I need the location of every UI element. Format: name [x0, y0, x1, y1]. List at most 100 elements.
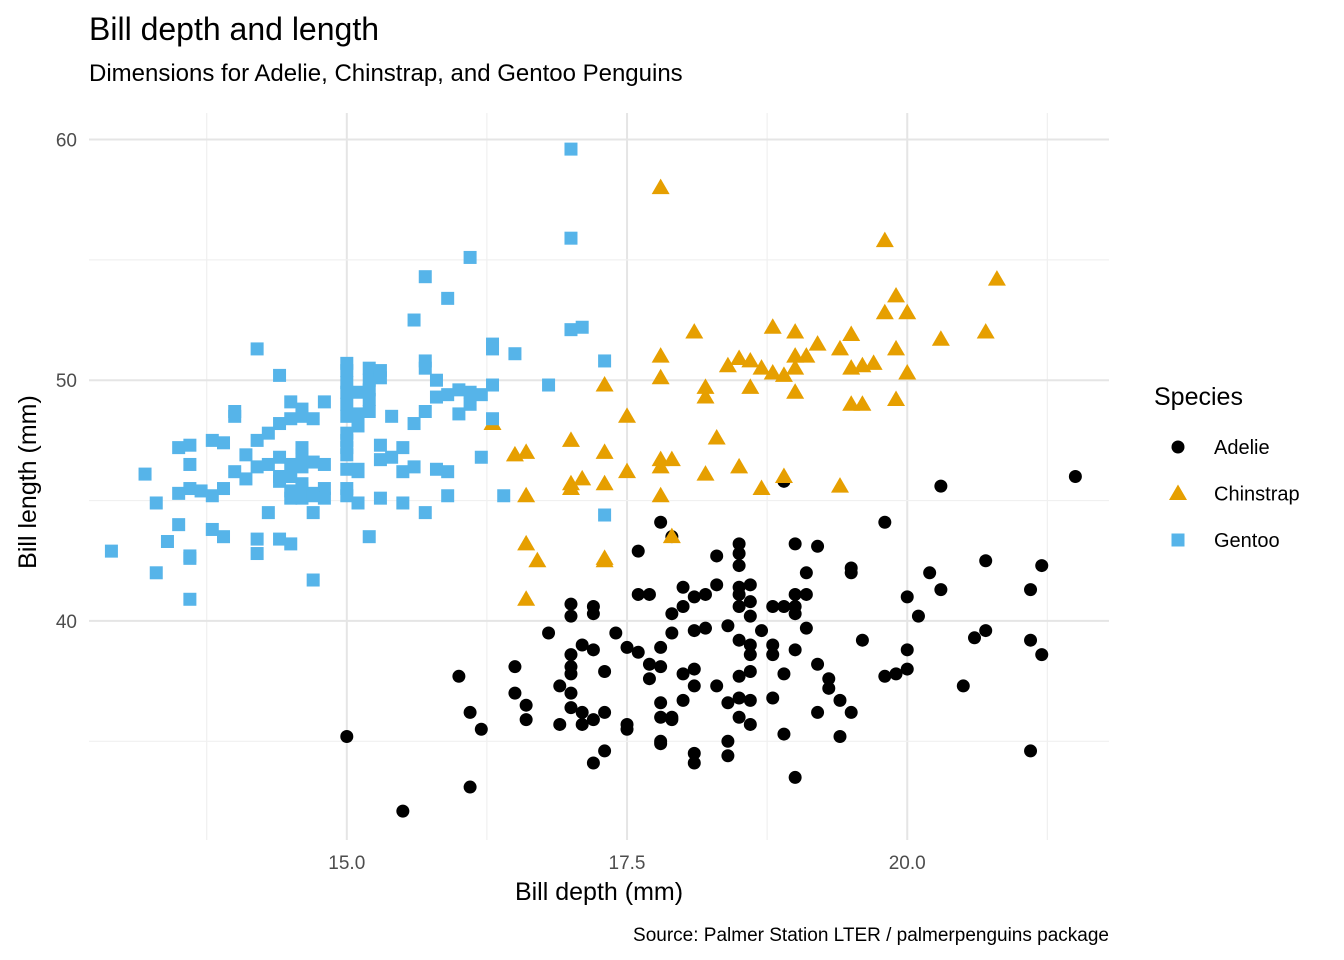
chinstrap-point: [651, 457, 670, 474]
adelie-point: [564, 609, 578, 623]
adelie-point: [586, 756, 600, 770]
gentoo-point: [205, 433, 219, 447]
chinstrap-point: [651, 178, 670, 195]
adelie-point: [811, 539, 825, 553]
adelie-point: [620, 640, 634, 654]
gentoo-point: [452, 383, 466, 397]
adelie-point: [900, 643, 914, 657]
y-tick-label: 50: [56, 371, 77, 392]
adelie-point: [732, 710, 746, 724]
adelie-point: [889, 667, 903, 681]
adelie-point: [799, 587, 813, 601]
adelie-point: [463, 705, 477, 719]
gentoo-point: [250, 460, 264, 474]
gentoo-point: [418, 506, 432, 520]
legend: Adelie Chinstrap Gentoo: [1169, 437, 1300, 552]
adelie-point: [721, 734, 735, 748]
adelie-point: [564, 686, 578, 700]
adelie-point: [575, 638, 589, 652]
gentoo-point: [385, 450, 399, 464]
gentoo-point: [340, 462, 354, 476]
gentoo-point: [261, 506, 275, 520]
adelie-point: [575, 705, 589, 719]
chinstrap-point: [887, 390, 906, 406]
adelie-point: [878, 515, 892, 529]
adelie-point: [598, 664, 612, 678]
y-axis-ticks: 40 50 60: [56, 130, 77, 632]
chinstrap-point: [786, 323, 805, 339]
gentoo-point: [351, 465, 365, 479]
chinstrap-point: [595, 443, 614, 459]
chinstrap-point: [830, 477, 849, 493]
adelie-point: [519, 713, 533, 727]
adelie-point: [743, 609, 757, 623]
chinstrap-point: [853, 395, 872, 411]
gentoo-point: [160, 534, 174, 548]
adelie-point: [732, 599, 746, 613]
adelie-point: [743, 648, 757, 662]
adelie-point: [654, 696, 668, 710]
gentoo-point: [362, 530, 376, 544]
gentoo-point: [351, 385, 365, 399]
chinstrap-point: [561, 479, 580, 496]
gentoo-point: [250, 433, 264, 447]
adelie-point: [710, 578, 724, 592]
gentoo-point: [396, 496, 410, 510]
adelie-point: [811, 657, 825, 671]
adelie-point: [732, 559, 746, 573]
adelie-point: [721, 749, 735, 763]
gentoo-point: [172, 518, 186, 532]
chinstrap-point: [797, 347, 816, 363]
adelie-point: [687, 756, 701, 770]
adelie-point: [508, 686, 522, 700]
gentoo-point: [317, 395, 331, 409]
gentoo-point: [172, 486, 186, 500]
chinstrap-point: [696, 378, 715, 394]
chinstrap-point: [774, 467, 793, 483]
gentoo-point: [441, 489, 455, 503]
chinstrap-point: [830, 339, 849, 356]
adelie-point: [788, 643, 802, 657]
adelie-point: [687, 624, 701, 638]
adelie-point: [542, 626, 556, 640]
adelie-point: [631, 645, 645, 659]
gentoo-point: [542, 378, 556, 392]
gentoo-point: [373, 491, 387, 505]
adelie-point: [676, 693, 690, 707]
chinstrap-point: [528, 551, 547, 568]
chinstrap-point: [842, 325, 861, 341]
adelie-point: [474, 722, 488, 736]
adelie-point: [799, 621, 813, 635]
gentoo-point: [284, 395, 298, 409]
gentoo-point: [598, 354, 612, 368]
chinstrap-point: [718, 356, 737, 373]
x-tick-label: 17.5: [609, 853, 646, 874]
gentoo-point: [149, 566, 163, 580]
gentoo-point: [362, 405, 376, 419]
gentoo-point: [284, 412, 298, 426]
gentoo-point: [284, 491, 298, 505]
gentoo-point: [340, 426, 354, 440]
gentoo-point: [474, 450, 488, 464]
adelie-point: [452, 669, 466, 683]
chinstrap-point: [786, 383, 805, 399]
gentoo-point: [239, 448, 253, 462]
adelie-point: [766, 638, 780, 652]
adelie-point: [934, 583, 948, 597]
gentoo-point: [295, 460, 309, 474]
chinstrap-point: [763, 318, 782, 334]
adelie-point: [586, 607, 600, 621]
adelie-point: [788, 537, 802, 551]
gentoo-point: [407, 417, 421, 431]
chinstrap-point: [931, 330, 950, 346]
gentoo-point: [228, 409, 242, 423]
adelie-point: [564, 597, 578, 611]
gentoo-point: [340, 409, 354, 423]
gentoo-point: [217, 482, 231, 496]
chinstrap-point: [595, 474, 614, 491]
chinstrap-point: [887, 286, 906, 303]
gentoo-point: [429, 373, 443, 387]
adelie-point: [822, 681, 836, 695]
gentoo-point: [194, 484, 208, 498]
gentoo-point: [149, 496, 163, 510]
